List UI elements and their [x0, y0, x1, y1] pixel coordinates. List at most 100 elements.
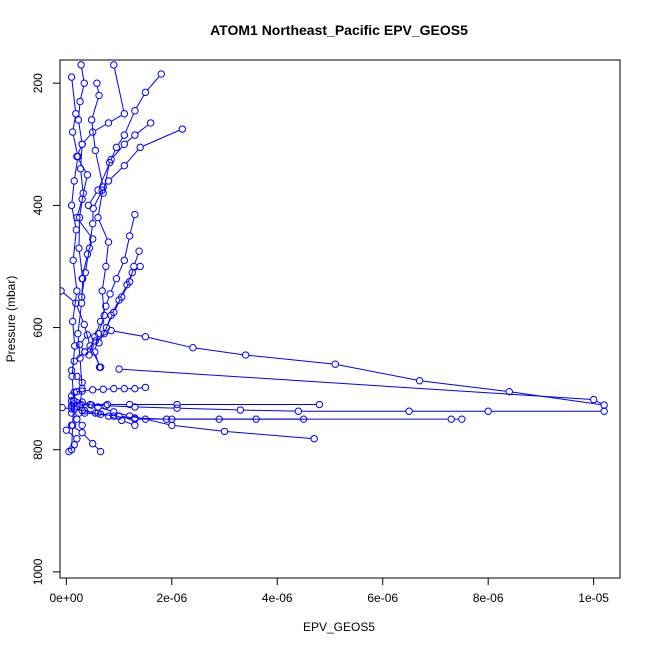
data-point [600, 401, 608, 409]
data-point [220, 427, 229, 436]
series-18-segment [124, 421, 132, 425]
data-point [88, 235, 97, 243]
data-point [60, 403, 66, 412]
data-point [100, 329, 108, 338]
data-point [131, 107, 139, 115]
series-11-segment [86, 343, 94, 350]
series-6-segment [137, 124, 149, 134]
data-point [131, 421, 139, 429]
series-5 [99, 70, 165, 197]
series-21 [73, 61, 129, 283]
series-20-segment [76, 353, 83, 360]
data-point [125, 232, 134, 240]
data-point [67, 201, 76, 210]
data-point [83, 331, 92, 339]
data-point [241, 351, 250, 359]
data-point [72, 299, 80, 307]
data-point [91, 337, 100, 345]
data-point [315, 400, 324, 409]
data-point [110, 384, 118, 393]
data-point [67, 409, 76, 417]
series-6 [84, 119, 155, 210]
data-point [72, 226, 81, 234]
data-point [68, 128, 77, 136]
data-point [415, 376, 424, 385]
data-point [65, 447, 73, 456]
series-2-segment [71, 349, 75, 374]
series-4-segment [94, 192, 102, 206]
series-2-segment [71, 379, 74, 398]
data-point [120, 140, 129, 148]
series-10-segment [76, 306, 84, 322]
y-tick-label: 1000 [31, 558, 45, 585]
series-19-segment [84, 434, 91, 442]
series-9-segment [127, 275, 132, 282]
data-point [88, 439, 97, 448]
data-point [102, 402, 110, 410]
series-20-segment [72, 364, 74, 368]
data-point [91, 409, 100, 417]
series-19-segment [74, 426, 80, 432]
series-8 [95, 247, 143, 347]
data-point [131, 210, 139, 219]
series-1-segment [77, 337, 81, 355]
series-16-segment [122, 416, 132, 419]
series-3-segment [98, 220, 108, 240]
y-tick-label: 600 [31, 317, 45, 337]
series-2-segment [71, 184, 75, 203]
series-1-segment [78, 391, 83, 410]
series-5-segment [117, 137, 123, 145]
data-point [84, 201, 93, 210]
y-axis: 200 400 600 800 1000 [31, 73, 61, 585]
data-point [74, 116, 83, 124]
data-point [141, 88, 150, 97]
series-21-segment [78, 159, 87, 173]
series-6-segment [89, 192, 97, 203]
series-1-segment [79, 361, 83, 386]
series-3-segment [92, 98, 99, 117]
series-19-segment [68, 431, 75, 437]
data-point [75, 244, 83, 252]
data-point [93, 79, 101, 87]
data-point [125, 400, 134, 409]
data-point [115, 296, 123, 304]
series-11-segment [122, 368, 591, 400]
data-point [252, 415, 260, 423]
data-point [128, 268, 136, 277]
data-point [120, 384, 129, 393]
data-point [70, 177, 78, 185]
data-point [83, 250, 92, 258]
data-point [112, 274, 121, 283]
series-2 [67, 73, 82, 454]
series-15 [67, 400, 324, 410]
series-8-segment [114, 299, 121, 310]
data-point [96, 410, 105, 418]
series-10-segment [84, 327, 90, 343]
data-point [130, 262, 138, 271]
data-point [294, 407, 303, 415]
series-1-segment [81, 68, 85, 80]
data-point [131, 384, 139, 393]
series-4-segment [110, 167, 123, 179]
data-point [73, 387, 81, 396]
data-point [168, 421, 176, 429]
y-axis-title: Pressure (mbar) [4, 276, 18, 363]
data-point [69, 256, 77, 265]
data-point [310, 435, 318, 443]
series-21-segment [83, 134, 91, 143]
data-point [405, 407, 413, 415]
series-6-segment [126, 136, 133, 143]
series-11-segment [114, 330, 143, 337]
data-point [80, 320, 88, 329]
data-point [135, 247, 143, 255]
data-point [91, 146, 100, 155]
series-5-segment [103, 165, 110, 190]
series-2-segment [73, 233, 77, 258]
series-1-segment [80, 86, 84, 99]
series-11-segment [97, 332, 109, 340]
data-point [86, 400, 94, 409]
data-point [102, 262, 110, 271]
data-point [189, 344, 197, 352]
data-point [104, 238, 113, 246]
chart-title: ATOM1 Northeast_Pacific EPV_GEOS5 [210, 22, 468, 38]
